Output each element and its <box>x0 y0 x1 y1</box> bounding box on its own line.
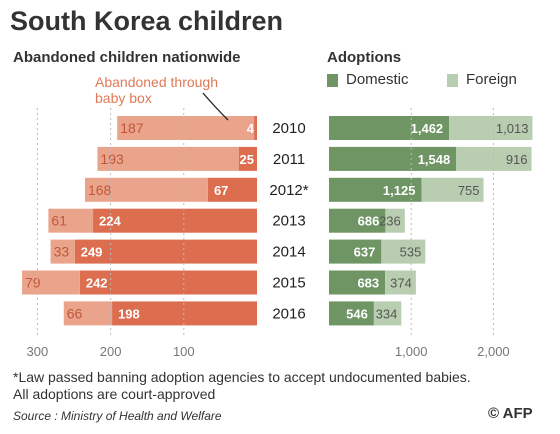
label-foreign-0: 1,013 <box>496 121 529 136</box>
label-foreign-1: 916 <box>506 152 528 167</box>
bar-abandoned-other-6 <box>63 301 113 326</box>
footnote-line2: All adoptions are court-approved <box>13 386 216 402</box>
bar-abandoned-other-2 <box>84 177 208 202</box>
year-label-1: 2011 <box>273 151 305 168</box>
label-baby-box-6: 198 <box>118 306 140 321</box>
left-tick-label-0: 300 <box>27 344 49 359</box>
annotation-leader-line <box>202 92 229 121</box>
bar-abandoned-other-3 <box>48 208 94 233</box>
footnote-line1: *Law passed banning adoption agencies to… <box>13 369 471 385</box>
label-foreign-3: 236 <box>379 214 401 229</box>
bar-baby-box-4 <box>74 239 258 264</box>
left-tick-label-1: 200 <box>100 344 122 359</box>
legend-label-domestic: Domestic <box>346 71 409 88</box>
left-tick-label-2: 100 <box>173 344 195 359</box>
label-baby-box-2: 67 <box>214 183 228 198</box>
bar-foreign-6 <box>373 301 402 326</box>
label-foreign-5: 374 <box>390 276 412 291</box>
year-label-5: 2015 <box>272 275 305 292</box>
label-abandoned-other-3: 61 <box>51 213 67 229</box>
legend-swatch-domestic <box>327 74 338 87</box>
bar-domestic-2 <box>329 177 422 202</box>
bar-domestic-3 <box>329 208 386 233</box>
year-label-6: 2016 <box>272 305 305 322</box>
bar-domestic-4 <box>329 239 382 264</box>
bar-abandoned-other-4 <box>50 239 75 264</box>
label-abandoned-other-2: 168 <box>88 182 112 198</box>
bar-domestic-1 <box>329 146 457 171</box>
bar-domestic-6 <box>329 301 374 326</box>
bar-baby-box-2 <box>207 177 257 202</box>
legend-swatch-foreign <box>447 74 458 87</box>
bar-abandoned-other-0 <box>117 116 255 140</box>
bar-domestic-0 <box>329 116 450 140</box>
left-panel-subtitle: Abandoned children nationwide <box>13 49 241 66</box>
label-domestic-5: 683 <box>357 276 379 291</box>
label-baby-box-4: 249 <box>81 245 103 260</box>
source-note: Source : Ministry of Health and Welfare <box>13 409 222 423</box>
baby-box-annotation: Abandoned through baby box <box>95 74 218 106</box>
bar-baby-box-6 <box>112 301 258 326</box>
legend-label-foreign: Foreign <box>466 71 517 88</box>
label-abandoned-other-0: 187 <box>120 120 144 136</box>
bar-baby-box-1 <box>238 146 257 171</box>
baby-box-annotation-line2: baby box <box>95 90 152 106</box>
bar-baby-box-5 <box>79 270 257 295</box>
afp-credit-logo: © AFP <box>488 405 533 422</box>
label-abandoned-other-6: 66 <box>67 305 83 321</box>
label-baby-box-3: 224 <box>99 214 121 229</box>
label-domestic-4: 637 <box>354 245 376 260</box>
label-abandoned-other-1: 193 <box>100 151 124 167</box>
label-foreign-4: 535 <box>400 245 422 260</box>
label-domestic-0: 1,462 <box>411 121 444 136</box>
right-panel-subtitle: Adoptions <box>327 49 402 66</box>
label-abandoned-other-4: 33 <box>54 244 70 260</box>
label-domestic-2: 1,125 <box>383 183 416 198</box>
year-label-0: 2010 <box>272 120 305 137</box>
label-baby-box-5: 242 <box>86 276 108 291</box>
bar-foreign-4 <box>381 239 426 264</box>
label-abandoned-other-5: 79 <box>25 275 41 291</box>
bar-domestic-5 <box>329 270 386 295</box>
label-domestic-6: 546 <box>346 306 368 321</box>
label-baby-box-1: 25 <box>240 152 254 167</box>
year-label-4: 2014 <box>272 244 305 261</box>
bar-foreign-3 <box>385 208 405 233</box>
bar-foreign-0 <box>449 116 533 140</box>
label-domestic-3: 686 <box>358 214 380 229</box>
bar-baby-box-3 <box>93 208 257 233</box>
label-baby-box-0: 4 <box>247 121 255 136</box>
footnote: *Law passed banning adoption agencies to… <box>13 369 471 403</box>
bar-baby-box-0 <box>254 116 257 140</box>
year-label-2: 2012* <box>269 182 308 199</box>
label-domestic-1: 1,548 <box>418 152 451 167</box>
page-title: South Korea children <box>10 6 284 36</box>
label-foreign-2: 755 <box>458 183 480 198</box>
right-tick-label-1: 2,000 <box>477 344 510 359</box>
baby-box-annotation-line1: Abandoned through <box>95 74 218 90</box>
label-foreign-6: 334 <box>376 306 398 321</box>
right-tick-label-0: 1,000 <box>395 344 428 359</box>
bar-abandoned-other-1 <box>97 146 239 171</box>
year-label-3: 2013 <box>272 213 305 230</box>
bar-abandoned-other-5 <box>22 270 80 295</box>
bar-foreign-2 <box>421 177 484 202</box>
